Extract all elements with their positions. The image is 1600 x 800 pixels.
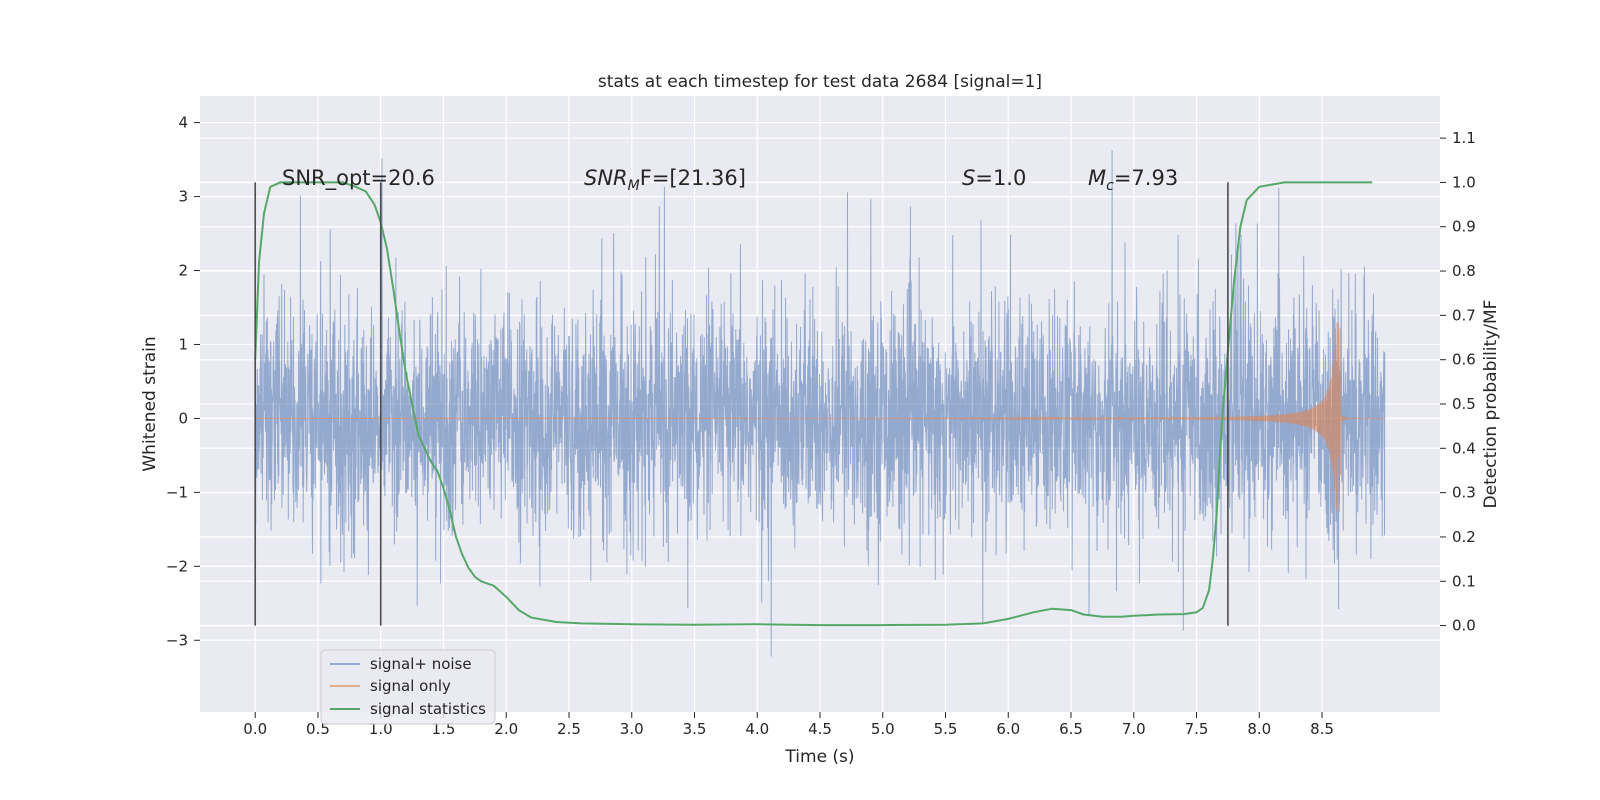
annotation-s: S=1.0 — [962, 166, 1026, 190]
x-tick-label: 8.0 — [1247, 720, 1271, 738]
legend: signal+ noise signal only signal statist… — [320, 649, 496, 725]
annotations: SNR_opt=20.6 SNRMF=[21.36] S=1.0 Mc=7.93 — [282, 166, 1178, 194]
legend-label-signal-noise: signal+ noise — [370, 655, 472, 673]
y-tick-label-left: −3 — [166, 631, 188, 649]
y-tick-label-left: 3 — [178, 188, 188, 206]
annotation-mc-rest: =7.93 — [1114, 166, 1178, 190]
x-tick-label: 8.5 — [1310, 720, 1334, 738]
y-tick-label-left: 1 — [178, 335, 188, 353]
x-tick-label: 4.5 — [808, 720, 832, 738]
vertical-markers — [254, 182, 1229, 626]
x-tick-label: 7.0 — [1122, 720, 1146, 738]
y-tick-label-left: −1 — [166, 483, 188, 501]
y-tick-label-right: 0.0 — [1452, 617, 1476, 635]
annotation-snr-mf-sub: M — [628, 178, 640, 194]
y-tick-label-right: 1.1 — [1452, 129, 1476, 147]
annotation-snr-opt: SNR_opt=20.6 — [282, 166, 435, 191]
annotation-s-rest: =1.0 — [975, 166, 1026, 190]
x-tick-label: 7.5 — [1185, 720, 1209, 738]
chart-title: stats at each timestep for test data 268… — [598, 72, 1042, 92]
legend-label-signal-only: signal only — [370, 677, 451, 695]
y-tick-label-right: 0.4 — [1452, 439, 1476, 457]
y-tick-label-left: 2 — [178, 262, 188, 280]
x-tick-label: 3.5 — [683, 720, 707, 738]
y-tick-label-right: 0.1 — [1452, 572, 1476, 590]
annotation-snr-mf: SNRMF=[21.36] — [584, 166, 746, 194]
x-tick-label: 0.5 — [306, 720, 330, 738]
x-axis-label: Time (s) — [784, 747, 854, 767]
y-axis-label-right: Detection probability/MF — [1481, 300, 1501, 509]
legend-label-signal-statistics: signal statistics — [370, 700, 486, 718]
series-signal-statistics — [254, 181, 1373, 627]
ticks: 0.0 0.5 1.0 1.5 2.0 2.5 3.0 3.5 4.0 4.5 5.0 5.5 6.0 6… — [166, 114, 1476, 738]
y-tick-label-left: 0 — [178, 409, 188, 427]
x-tick-label: 2.5 — [557, 720, 581, 738]
y-tick-label-right: 0.9 — [1452, 218, 1476, 236]
y-tick-label-right: 0.7 — [1452, 306, 1476, 324]
y-tick-label-right: 0.2 — [1452, 528, 1476, 546]
y-tick-label-left: −2 — [166, 557, 188, 575]
y-tick-label-right: 0.8 — [1452, 262, 1476, 280]
annotation-mc: Mc=7.93 — [1088, 166, 1178, 194]
x-tick-label: 6.0 — [996, 720, 1020, 738]
x-tick-label: 2.0 — [494, 720, 518, 738]
y-axis-label-left: Whitened strain — [140, 336, 160, 471]
annotation-mc-main: M — [1088, 166, 1106, 190]
y-tick-label-right: 1.0 — [1452, 173, 1476, 191]
x-tick-label: 0.0 — [243, 720, 267, 738]
annotation-snr-mf-rest: F=[21.36] — [640, 166, 746, 190]
series-signal-noise — [254, 150, 1386, 657]
x-tick-label: 5.0 — [871, 720, 895, 738]
y-tick-label-left: 4 — [178, 114, 188, 132]
legend-box — [320, 649, 496, 725]
y-tick-label-right: 0.6 — [1452, 351, 1476, 369]
x-tick-label: 5.5 — [934, 720, 958, 738]
annotation-s-main: S — [962, 166, 975, 190]
annotation-mc-sub: c — [1106, 178, 1114, 194]
x-tick-label: 4.0 — [745, 720, 769, 738]
x-tick-label: 3.0 — [620, 720, 644, 738]
series-layer — [254, 150, 1386, 657]
y-tick-label-right: 0.3 — [1452, 484, 1476, 502]
annotation-snr-mf-main: SNR — [584, 166, 628, 190]
series-signal-only — [255, 322, 1385, 512]
x-tick-label: 6.5 — [1059, 720, 1083, 738]
y-tick-label-right: 0.5 — [1452, 395, 1476, 413]
